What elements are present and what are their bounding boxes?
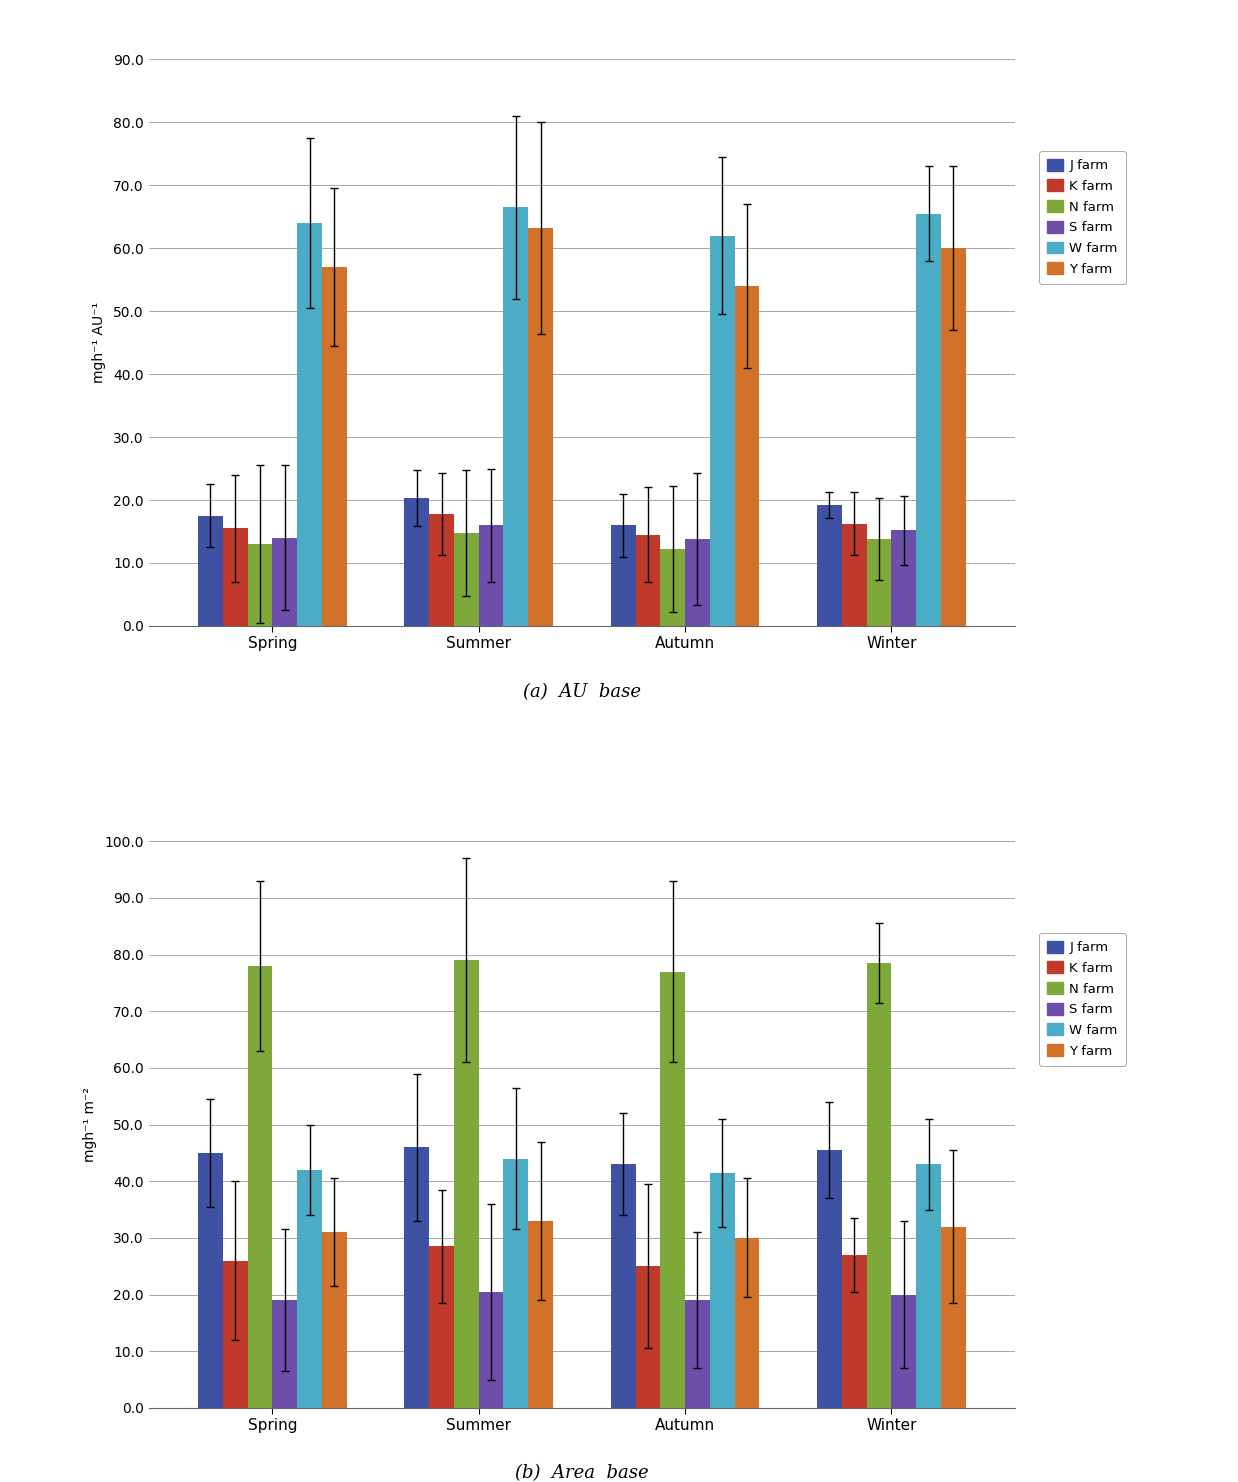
Legend: J farm, K farm, N farm, S farm, W farm, Y farm: J farm, K farm, N farm, S farm, W farm, …	[1039, 151, 1125, 283]
Bar	[817, 505, 842, 625]
Bar	[709, 1172, 734, 1408]
Bar	[322, 267, 347, 625]
Bar	[297, 222, 322, 625]
Bar	[842, 525, 867, 625]
Bar	[504, 207, 529, 625]
Bar	[405, 1147, 430, 1408]
Bar	[817, 1150, 842, 1408]
Bar	[635, 1266, 660, 1408]
Bar	[248, 966, 272, 1408]
Bar	[430, 514, 454, 625]
Text: (b)  Area  base: (b) Area base	[515, 1464, 649, 1482]
Bar	[454, 960, 479, 1408]
Bar	[916, 213, 941, 625]
Bar	[709, 236, 734, 625]
Bar	[430, 1246, 454, 1408]
Bar	[479, 525, 504, 625]
Bar	[529, 1221, 553, 1408]
Y-axis label: mgh⁻¹ AU⁻¹: mgh⁻¹ AU⁻¹	[92, 302, 106, 384]
Bar	[610, 1165, 635, 1408]
Bar	[734, 1237, 759, 1408]
Bar	[867, 963, 891, 1408]
Bar	[891, 531, 916, 625]
Bar	[916, 1165, 941, 1408]
Bar	[454, 532, 479, 625]
Bar	[685, 1300, 709, 1408]
Bar	[272, 1300, 297, 1408]
Bar	[941, 247, 966, 625]
Bar	[198, 1153, 223, 1408]
Bar	[842, 1255, 867, 1408]
Bar	[223, 529, 248, 625]
Bar	[685, 539, 709, 625]
Bar	[529, 228, 553, 625]
Bar	[248, 544, 272, 625]
Bar	[297, 1169, 322, 1408]
Bar	[223, 1261, 248, 1408]
Bar	[610, 525, 635, 625]
Bar	[867, 539, 891, 625]
Bar	[635, 535, 660, 625]
Bar	[734, 286, 759, 625]
Bar	[660, 550, 685, 625]
Bar	[405, 498, 430, 625]
Bar	[479, 1292, 504, 1408]
Bar	[660, 972, 685, 1408]
Bar	[198, 516, 223, 625]
Y-axis label: mgh⁻¹ m⁻²: mgh⁻¹ m⁻²	[83, 1088, 98, 1162]
Bar	[891, 1295, 916, 1408]
Bar	[272, 538, 297, 625]
Bar	[504, 1159, 529, 1408]
Text: (a)  AU  base: (a) AU base	[522, 683, 641, 701]
Legend: J farm, K farm, N farm, S farm, W farm, Y farm: J farm, K farm, N farm, S farm, W farm, …	[1039, 932, 1125, 1066]
Bar	[941, 1227, 966, 1408]
Bar	[322, 1232, 347, 1408]
